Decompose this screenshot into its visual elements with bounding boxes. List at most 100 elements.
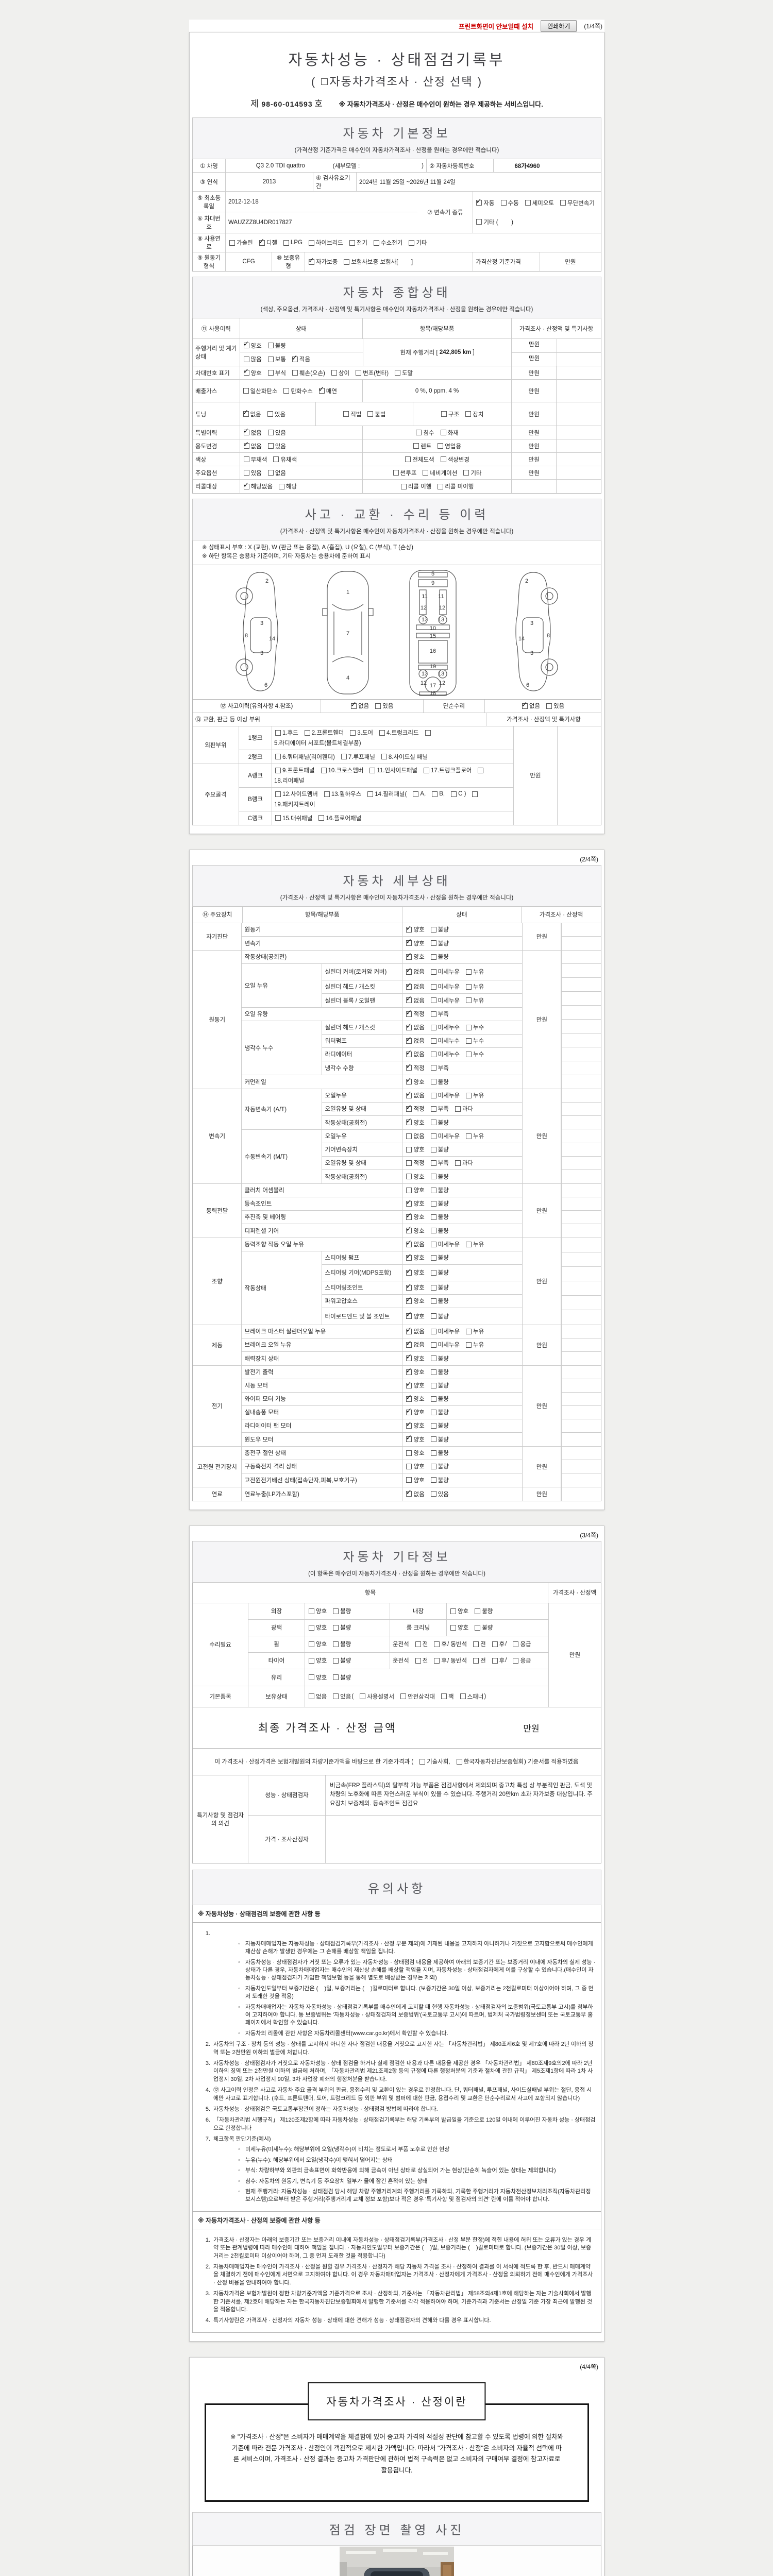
checkbox-unchecked[interactable]: [321, 767, 327, 773]
checkbox-checked[interactable]: [406, 1022, 412, 1030]
checkbox-unchecked[interactable]: [450, 1608, 456, 1614]
checkbox-checked[interactable]: [406, 1116, 412, 1125]
checkbox-unchecked[interactable]: [465, 1092, 472, 1098]
checkbox-checked[interactable]: [406, 1252, 412, 1261]
checkbox-unchecked[interactable]: [333, 1608, 339, 1614]
checkbox-unchecked[interactable]: [349, 240, 355, 246]
checkbox-unchecked[interactable]: [406, 1133, 412, 1139]
checkbox-checked[interactable]: [406, 1339, 412, 1348]
checkbox-unchecked[interactable]: [430, 940, 436, 946]
checkbox-unchecked[interactable]: [430, 1355, 436, 1361]
checkbox-checked[interactable]: [406, 1433, 412, 1442]
checkbox-checked[interactable]: [522, 700, 528, 709]
checkbox-checked[interactable]: [243, 367, 249, 376]
checkbox-unchecked[interactable]: [465, 984, 472, 990]
checkbox-unchecked[interactable]: [308, 240, 314, 246]
checkbox-unchecked[interactable]: [406, 1450, 412, 1456]
checkbox-checked[interactable]: [476, 197, 482, 206]
checkbox-unchecked[interactable]: [465, 997, 472, 1003]
checkbox-unchecked[interactable]: [406, 1174, 412, 1179]
checkbox-unchecked[interactable]: [430, 1133, 436, 1139]
checkbox-unchecked[interactable]: [430, 1174, 436, 1179]
checkbox-unchecked[interactable]: [476, 218, 482, 225]
checkbox-unchecked[interactable]: [283, 240, 289, 246]
checkbox-unchecked[interactable]: [423, 470, 429, 476]
checkbox-unchecked[interactable]: [275, 730, 281, 736]
checkbox-checked[interactable]: [406, 1420, 412, 1429]
checkbox-checked[interactable]: [406, 1211, 412, 1220]
checkbox-checked[interactable]: [406, 1488, 412, 1497]
checkbox-checked[interactable]: [406, 1406, 412, 1415]
checkbox-unchecked[interactable]: [430, 1284, 436, 1291]
checkbox-checked[interactable]: [243, 340, 249, 348]
checkbox-unchecked[interactable]: [430, 1106, 436, 1112]
checkbox-checked[interactable]: [406, 1326, 412, 1334]
checkbox-unchecked[interactable]: [430, 1255, 436, 1261]
checkbox-unchecked[interactable]: [292, 370, 298, 376]
checkbox-checked[interactable]: [406, 1282, 412, 1291]
checkbox-unchecked[interactable]: [472, 791, 478, 797]
checkbox-unchecked[interactable]: [434, 1657, 440, 1664]
checkbox-checked[interactable]: [406, 1103, 412, 1112]
checkbox-unchecked[interactable]: [229, 240, 235, 246]
checkbox-unchecked[interactable]: [438, 443, 444, 449]
checkbox-unchecked[interactable]: [465, 1038, 472, 1044]
checkbox-unchecked[interactable]: [406, 1463, 412, 1469]
checkbox-checked[interactable]: [243, 481, 249, 489]
checkbox-unchecked[interactable]: [430, 1200, 436, 1207]
checkbox-unchecked[interactable]: [415, 1641, 421, 1647]
checkbox-unchecked[interactable]: [473, 1641, 479, 1647]
checkbox-unchecked[interactable]: [525, 199, 531, 206]
checkbox-checked[interactable]: [406, 1035, 412, 1044]
checkbox-unchecked[interactable]: [430, 1342, 436, 1348]
checkbox-unchecked[interactable]: [419, 1758, 426, 1765]
checkbox-unchecked[interactable]: [492, 1641, 498, 1647]
checkbox-unchecked[interactable]: [465, 1051, 472, 1057]
print-button[interactable]: 인쇄하기: [541, 20, 577, 32]
checkbox-unchecked[interactable]: [333, 1624, 339, 1631]
checkbox-unchecked[interactable]: [478, 767, 484, 773]
checkbox-unchecked[interactable]: [374, 240, 380, 246]
checkbox-unchecked[interactable]: [492, 1657, 498, 1664]
checkbox-checked[interactable]: [406, 1062, 412, 1071]
checkbox-checked[interactable]: [259, 237, 265, 246]
checkbox-unchecked[interactable]: [267, 411, 273, 417]
checkbox-unchecked[interactable]: [406, 1160, 412, 1166]
checkbox-unchecked[interactable]: [406, 1187, 412, 1193]
checkbox-unchecked[interactable]: [432, 791, 438, 797]
checkbox-unchecked[interactable]: [434, 1641, 440, 1647]
checkbox-checked[interactable]: [406, 994, 412, 1003]
checkbox-unchecked[interactable]: [321, 78, 328, 85]
checkbox-unchecked[interactable]: [309, 1693, 314, 1699]
checkbox-unchecked[interactable]: [430, 954, 436, 960]
checkbox-unchecked[interactable]: [430, 1024, 436, 1030]
checkbox-unchecked[interactable]: [430, 1422, 436, 1429]
checkbox-checked[interactable]: [308, 256, 314, 265]
checkbox-checked[interactable]: [406, 981, 412, 990]
checkbox-unchecked[interactable]: [463, 470, 469, 476]
checkbox-unchecked[interactable]: [430, 1450, 436, 1456]
checkbox-checked[interactable]: [406, 937, 412, 946]
checkbox-checked[interactable]: [406, 966, 412, 975]
checkbox-unchecked[interactable]: [430, 1382, 436, 1388]
checkbox-unchecked[interactable]: [309, 1608, 314, 1614]
checkbox-unchecked[interactable]: [450, 1624, 456, 1631]
checkbox-unchecked[interactable]: [441, 411, 447, 417]
checkbox-unchecked[interactable]: [381, 754, 387, 759]
checkbox-unchecked[interactable]: [309, 1674, 314, 1680]
checkbox-checked[interactable]: [406, 1352, 412, 1361]
checkbox-unchecked[interactable]: [318, 815, 325, 821]
checkbox-unchecked[interactable]: [430, 984, 436, 990]
checkbox-unchecked[interactable]: [430, 1160, 436, 1166]
checkbox-unchecked[interactable]: [309, 1641, 314, 1647]
checkbox-unchecked[interactable]: [430, 926, 436, 933]
checkbox-unchecked[interactable]: [560, 199, 566, 206]
checkbox-unchecked[interactable]: [344, 259, 350, 265]
checkbox-checked[interactable]: [318, 385, 325, 394]
checkbox-checked[interactable]: [406, 1295, 412, 1304]
checkbox-unchecked[interactable]: [465, 1328, 472, 1334]
checkbox-unchecked[interactable]: [309, 1624, 314, 1631]
checkbox-unchecked[interactable]: [473, 1657, 479, 1664]
checkbox-checked[interactable]: [406, 1225, 412, 1233]
checkbox-unchecked[interactable]: [430, 1079, 436, 1084]
